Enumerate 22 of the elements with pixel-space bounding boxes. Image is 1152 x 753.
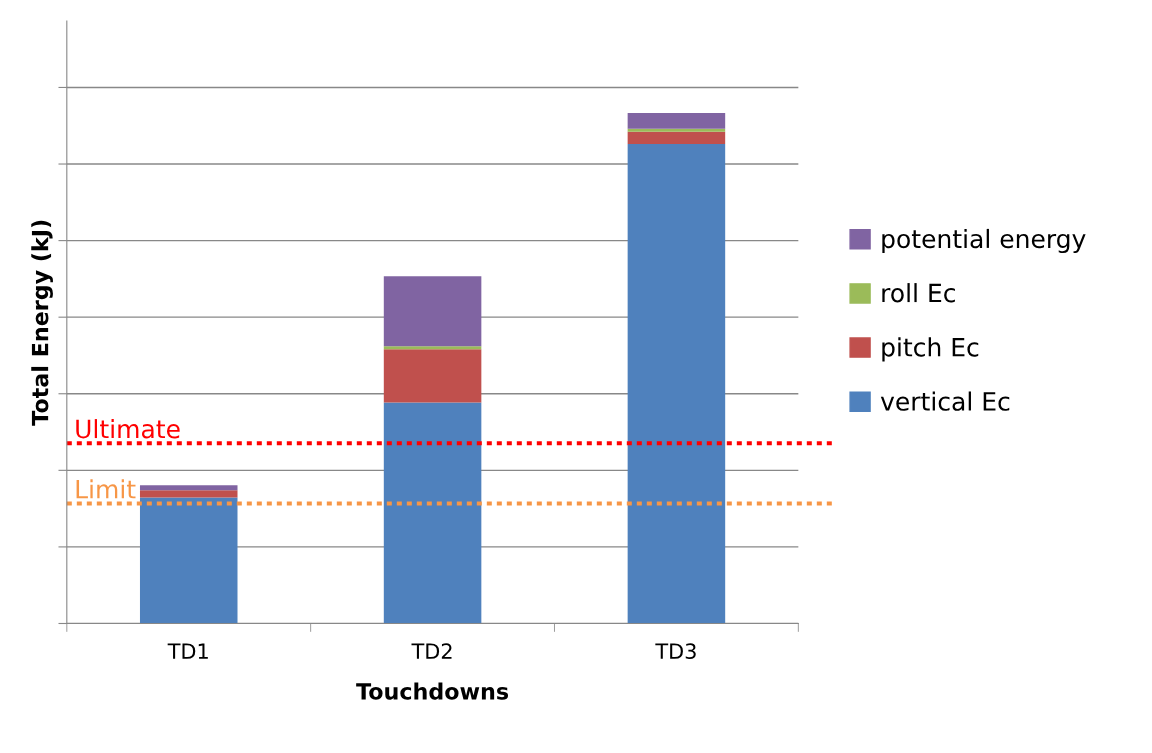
legend-label: roll Ec [882, 283, 955, 303]
bar [139, 497, 238, 624]
bar [627, 131, 726, 145]
bar [383, 349, 482, 403]
x-tick-label: TD1 [167, 643, 208, 659]
legend-label: vertical Ec [880, 391, 1010, 411]
legend-label: potential energy [882, 228, 1086, 254]
legend-label: pitch Ec [882, 337, 979, 362]
bar [139, 490, 238, 498]
x-tick-label: TD3 [655, 643, 696, 660]
ref-line-label: Ultimate [76, 419, 180, 439]
y-axis-title: Total Energy (kJ) [31, 220, 53, 426]
bar [627, 112, 726, 129]
bar [383, 346, 482, 350]
bar [139, 485, 238, 491]
bar [383, 276, 482, 347]
ref-line-label: Limit [76, 479, 136, 499]
bar [627, 128, 726, 132]
x-axis-title: Touchdowns [356, 682, 509, 700]
bar [627, 144, 726, 624]
bar [383, 402, 482, 624]
x-tick-label: TD2 [411, 643, 452, 659]
